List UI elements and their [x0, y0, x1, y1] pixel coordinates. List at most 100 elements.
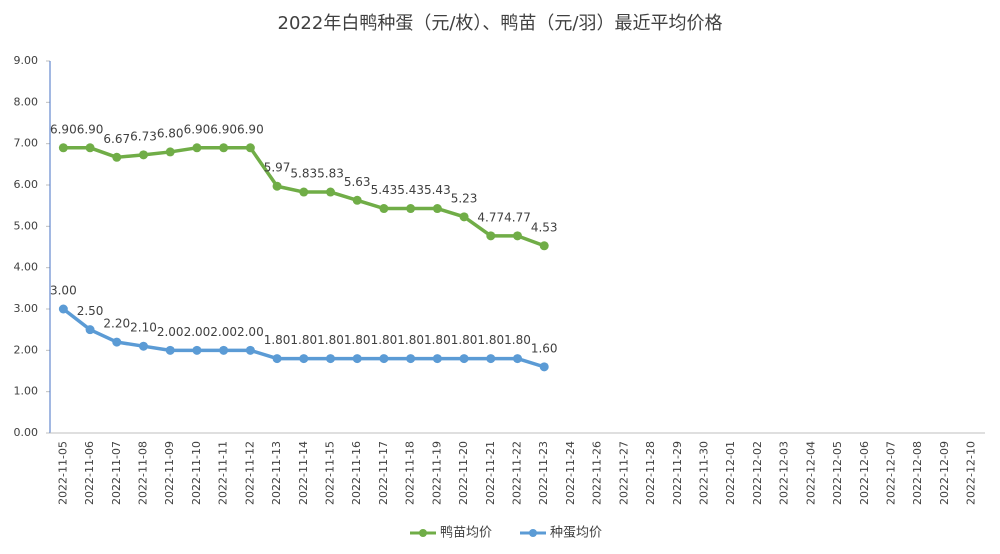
data-label: 5.43 — [397, 183, 424, 197]
x-tick-label: 2022-11-18 — [404, 441, 417, 505]
x-tick-label: 2022-12-07 — [885, 441, 898, 505]
y-tick-label: 1.00 — [14, 385, 39, 398]
x-tick-label: 2022-12-08 — [911, 441, 924, 505]
point — [432, 354, 442, 364]
point — [192, 345, 202, 355]
point — [539, 241, 549, 251]
x-tick-label: 2022-11-09 — [163, 441, 176, 505]
x-tick-label: 2022-11-14 — [297, 441, 310, 505]
x-tick-label: 2022-11-05 — [56, 441, 69, 505]
data-label: 6.90 — [184, 122, 211, 136]
x-tick-label: 2022-11-26 — [591, 441, 604, 505]
point — [539, 362, 549, 372]
y-tick-label: 2.00 — [14, 343, 39, 356]
y-tick-label: 5.00 — [14, 219, 39, 232]
point — [513, 231, 522, 241]
chart-title: 2022年白鸭种蛋（元/枚）、鸭苗（元/羽）最近平均价格 — [278, 13, 723, 34]
x-tick-label: 2022-11-12 — [243, 441, 256, 505]
x-tick-label: 2022-12-02 — [751, 441, 764, 505]
data-label: 2.10 — [130, 321, 157, 335]
point — [432, 204, 442, 214]
point — [139, 341, 148, 351]
data-label: 2.00 — [237, 325, 264, 339]
data-label: 5.63 — [344, 175, 371, 189]
x-tick-label: 2022-11-11 — [217, 441, 230, 505]
data-label: 1.80 — [504, 333, 531, 347]
data-label: 6.90 — [210, 122, 237, 136]
data-label: 6.80 — [157, 126, 184, 140]
x-tick-label: 2022-11-28 — [644, 441, 657, 505]
data-label: 6.90 — [50, 122, 77, 136]
point — [85, 143, 95, 153]
point — [192, 143, 202, 153]
y-tick-label: 3.00 — [14, 302, 39, 315]
x-tick-label: 2022-11-15 — [324, 441, 337, 505]
legend-marker — [419, 529, 427, 537]
point — [406, 354, 416, 364]
x-tick-label: 2022-12-06 — [858, 441, 871, 505]
data-label: 2.00 — [184, 325, 211, 339]
point — [85, 325, 95, 335]
data-label: 1.80 — [451, 333, 478, 347]
point — [352, 195, 362, 205]
data-label: 1.80 — [264, 333, 291, 347]
point — [219, 143, 229, 153]
data-label: 1.80 — [290, 333, 317, 347]
point — [58, 143, 68, 153]
y-tick-label: 4.00 — [14, 261, 39, 274]
point — [326, 187, 335, 197]
x-tick-label: 2022-11-16 — [350, 441, 363, 505]
data-label: 4.77 — [477, 210, 504, 224]
data-label: 1.80 — [371, 333, 398, 347]
x-tick-label: 2022-12-01 — [724, 441, 737, 505]
x-tick-label: 2022-11-29 — [671, 441, 684, 505]
data-label: 1.60 — [531, 341, 558, 355]
x-tick-label: 2022-11-21 — [484, 441, 497, 505]
x-tick-label: 2022-11-22 — [511, 441, 524, 505]
x-tick-label: 2022-11-13 — [270, 441, 283, 505]
x-tick-label: 2022-11-07 — [110, 441, 123, 505]
x-tick-label: 2022-12-09 — [938, 441, 951, 505]
point — [352, 354, 362, 364]
x-tick-label: 2022-11-06 — [83, 441, 96, 505]
point — [486, 231, 496, 241]
point — [245, 143, 255, 153]
data-label: 2.00 — [210, 325, 237, 339]
point — [272, 181, 282, 191]
data-label: 6.90 — [237, 122, 264, 136]
point — [58, 304, 68, 314]
y-tick-label: 8.00 — [14, 95, 39, 108]
data-label: 6.90 — [77, 122, 104, 136]
data-label: 1.80 — [344, 333, 371, 347]
data-label: 6.73 — [130, 129, 157, 143]
data-label: 1.80 — [424, 333, 451, 347]
data-label: 5.83 — [290, 167, 317, 181]
legend-marker — [529, 529, 537, 537]
x-tick-label: 2022-11-19 — [430, 441, 443, 505]
data-label: 4.77 — [504, 210, 531, 224]
x-tick-label: 2022-11-30 — [698, 441, 711, 505]
point — [165, 147, 175, 157]
point — [326, 354, 335, 364]
point — [112, 337, 122, 347]
data-label: 2.00 — [157, 325, 184, 339]
y-tick-label: 7.00 — [14, 137, 39, 150]
point — [272, 354, 282, 364]
point — [459, 212, 469, 222]
legend-label: 种蛋均价 — [550, 526, 602, 541]
point — [299, 187, 309, 197]
x-tick-label: 2022-12-04 — [804, 441, 817, 505]
data-label: 5.97 — [264, 161, 291, 175]
x-tick-label: 2022-11-23 — [537, 441, 550, 505]
data-label: 6.67 — [103, 132, 130, 146]
point — [513, 354, 522, 364]
data-label: 2.20 — [103, 317, 130, 331]
x-tick-label: 2022-12-05 — [831, 441, 844, 505]
x-tick-label: 2022-12-10 — [965, 441, 978, 505]
y-tick-label: 9.00 — [14, 54, 39, 67]
data-label: 1.80 — [477, 333, 504, 347]
data-label: 5.83 — [317, 167, 344, 181]
point — [299, 354, 309, 364]
